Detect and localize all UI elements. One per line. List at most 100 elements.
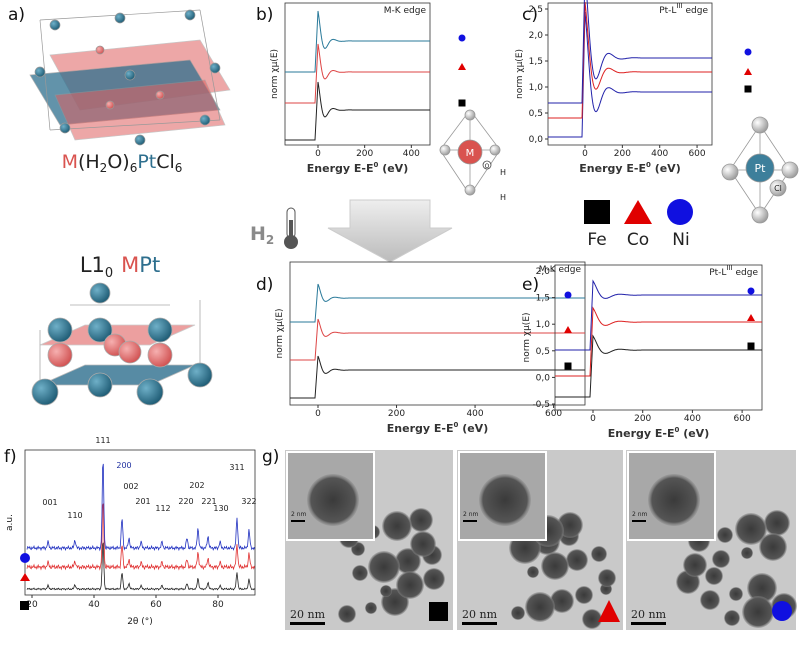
nanoparticle — [525, 592, 555, 622]
formula-part: O) — [107, 151, 129, 173]
nanoparticle — [724, 610, 740, 626]
text-part: Energy E-E — [307, 162, 374, 175]
text-part: (eV) — [679, 427, 709, 440]
scale-bar — [462, 622, 497, 625]
y-axis-title: norm χμ(E) — [515, 49, 525, 99]
x-tick-label: 80 — [212, 600, 224, 610]
nanoparticle — [759, 533, 787, 561]
nanoparticle-hr — [479, 474, 531, 526]
legend-label: Co — [627, 230, 649, 250]
atom-label: O — [485, 163, 490, 170]
text-part: 0 — [453, 421, 458, 429]
axis-title: Pt-LIII edge — [709, 264, 758, 278]
legend-circle — [667, 199, 693, 225]
x-tick-label: 400 — [684, 414, 701, 424]
panel-label: c) — [522, 5, 538, 25]
text-part: (eV) — [458, 422, 488, 435]
plot-frame — [547, 2, 713, 146]
nanoparticle — [741, 547, 753, 559]
nanoparticle — [591, 546, 607, 562]
atom-label: M — [466, 148, 475, 159]
axis-title: Energy E-E0 (eV) — [387, 421, 488, 435]
peak-label: 110 — [67, 511, 82, 520]
text-part: 0 — [373, 161, 378, 169]
axis-title: Energy E-E0 (eV) — [579, 161, 680, 175]
legend-triangle — [624, 200, 652, 224]
y-tick-label: 0,5 — [529, 109, 543, 119]
y-tick-label: 2,0 — [529, 31, 544, 41]
nanoparticle — [365, 602, 377, 614]
y-tick-label: 1,0 — [529, 83, 544, 93]
thermometer — [284, 207, 298, 249]
marker-co — [20, 573, 30, 581]
alloy-formula: L10 MPt — [80, 253, 160, 281]
x-tick-label: 0 — [315, 149, 321, 159]
gas-part: H — [250, 223, 266, 245]
text-part: (eV) — [378, 162, 408, 175]
y-tick-label: 1,5 — [529, 57, 543, 67]
x-tick-label: 200 — [614, 149, 631, 159]
legend-label: Fe — [587, 230, 606, 250]
spectrum — [555, 306, 762, 377]
peak-label: 112 — [155, 504, 170, 513]
formula-part: M — [121, 253, 139, 277]
scale-bar — [631, 622, 666, 625]
marker-fe — [744, 85, 752, 93]
nanoparticle — [566, 549, 588, 571]
text-part: Energy E-E — [579, 162, 646, 175]
x-tick-label: 60 — [150, 600, 162, 610]
legend-label: Ni — [672, 230, 689, 250]
marker-ni — [564, 291, 572, 299]
marker-co — [598, 600, 620, 622]
y-tick-label: 1,5 — [536, 294, 550, 304]
marker-co — [747, 314, 755, 321]
edge-label: M-K edge — [384, 6, 427, 16]
scale-label: 20 nm — [290, 608, 326, 621]
scale-bar — [290, 622, 325, 625]
text-part: Pt-L — [659, 6, 676, 16]
spectrum — [555, 334, 762, 398]
text-part: Pt-L — [709, 268, 726, 278]
atom-label: Cl — [774, 184, 782, 193]
inset-scale-bar — [632, 520, 646, 522]
x-tick-label: 400 — [651, 149, 668, 159]
nanoparticle — [598, 569, 616, 587]
spectrum — [548, 0, 712, 104]
peak-label: 130 — [213, 504, 228, 513]
reduction-arrow — [327, 199, 453, 263]
nanoparticle — [705, 567, 723, 585]
text-part: 0 — [646, 161, 651, 169]
plot-frame — [284, 2, 431, 146]
y-tick-label: 0,0 — [529, 135, 544, 145]
y-tick-label: 0,0 — [536, 373, 551, 383]
nanoparticle — [511, 606, 525, 620]
axis-title: Energy E-E0 (eV) — [608, 426, 709, 440]
inset-scale-label: 2 nm — [291, 511, 307, 518]
nanoparticle — [550, 589, 574, 613]
axis-title: Pt-LIII edge — [659, 2, 708, 16]
nanoparticle — [582, 609, 602, 629]
scale-label: 20 nm — [462, 608, 498, 621]
y-tick-label: 1,0 — [536, 320, 551, 330]
marker-fe — [747, 342, 755, 350]
y-axis-title: norm χμ(E) — [522, 312, 532, 362]
nanoparticle — [409, 508, 433, 532]
edge-label: M-K edge — [539, 265, 582, 275]
x-tick-label: 600 — [545, 409, 562, 419]
x-tick-label: 20 — [26, 600, 38, 610]
y-axis-title: a.u. — [5, 514, 15, 531]
y-tick-label: -0,5 — [532, 400, 550, 410]
panel-label: e) — [522, 275, 539, 295]
x-tick-label: 600 — [688, 149, 705, 159]
nanoparticle — [735, 513, 767, 545]
panel-label: b) — [256, 5, 273, 25]
pt-complex — [721, 116, 799, 224]
spectrum — [285, 81, 430, 141]
formula-part: Cl — [156, 151, 175, 173]
peak-label: 311 — [229, 463, 244, 472]
formula-part: 2 — [100, 161, 108, 175]
panel-label: f) — [4, 447, 17, 467]
x-tick-label: 400 — [466, 409, 483, 419]
spectrum — [290, 318, 585, 361]
nanoparticle — [395, 548, 421, 574]
